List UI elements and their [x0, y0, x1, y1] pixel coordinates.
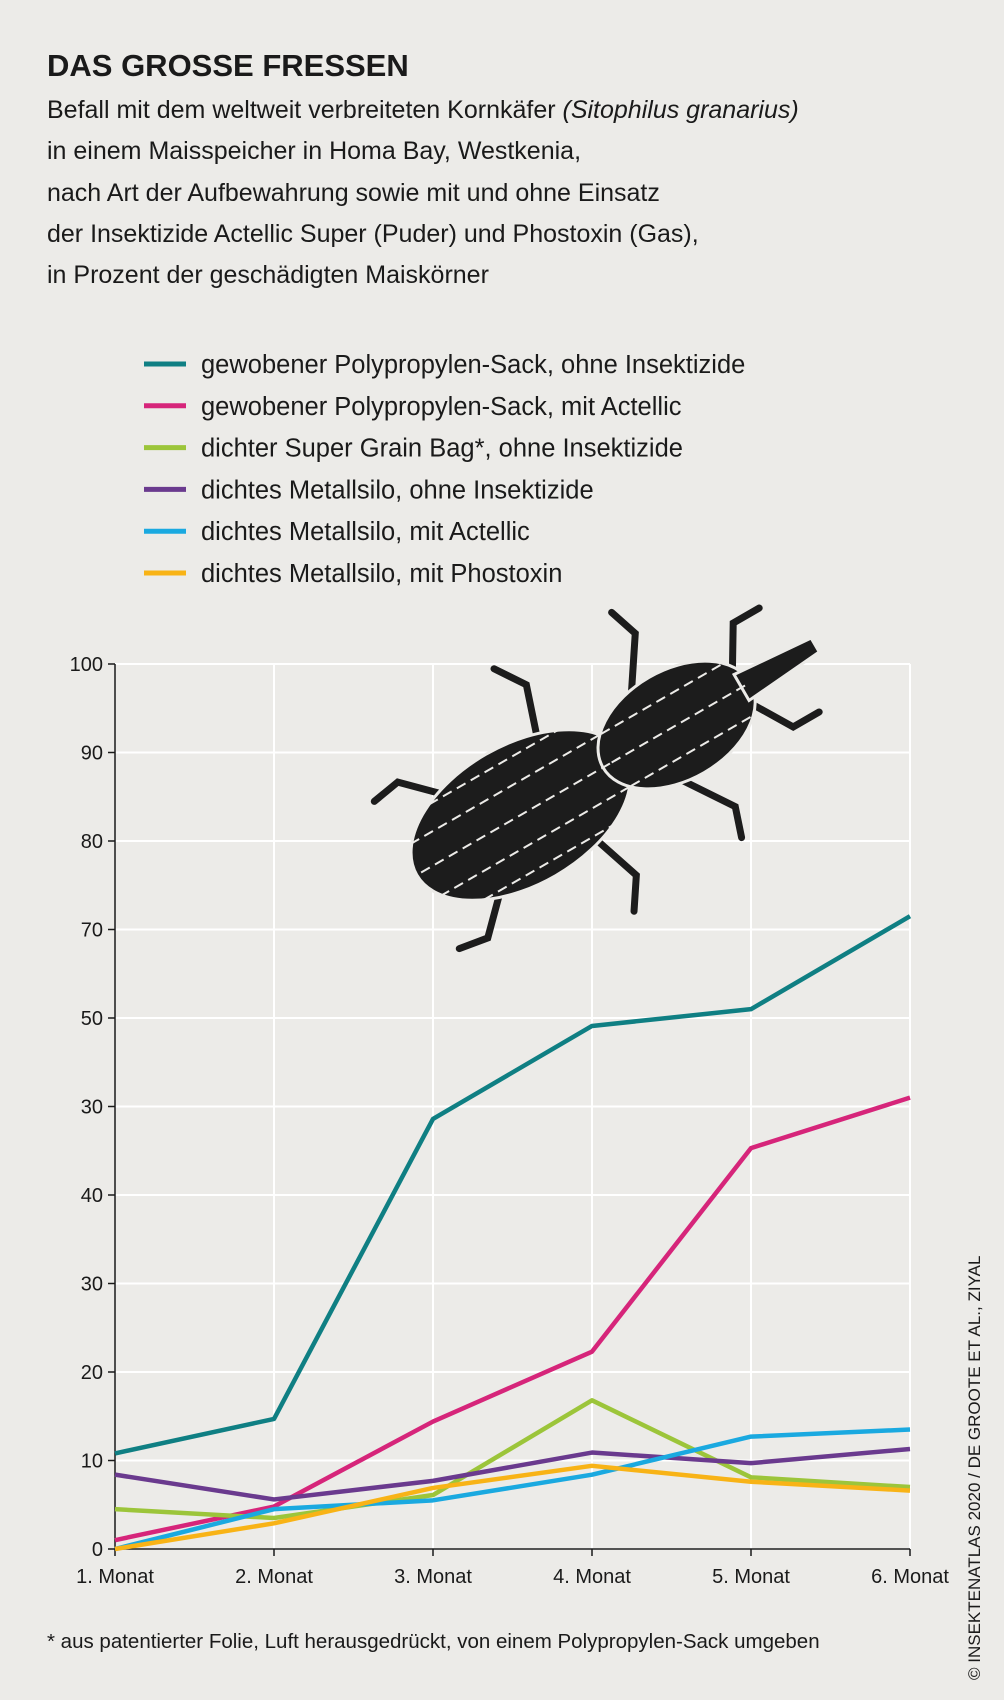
y-tick-label: 30 [81, 1097, 103, 1119]
y-tick-label: 20 [81, 1362, 103, 1384]
legend-label: gewobener Polypropylen-Sack, mit Actelli… [201, 393, 682, 421]
series-line [114, 1095, 911, 1543]
legend-label: dichter Super Grain Bag*, ohne Insektizi… [201, 435, 683, 463]
subtitle-italic: (Sitophilus granarius) [563, 96, 799, 124]
x-tick-label: 3. Monat [394, 1566, 472, 1588]
legend-label: gewobener Polypropylen-Sack, ohne Insekt… [201, 351, 745, 379]
subtitle: Befall mit dem weltweit verbreiteten Kor… [47, 96, 799, 124]
y-tick-label: 0 [92, 1539, 103, 1561]
y-tick-label: 30 [81, 1274, 103, 1296]
y-tick-label: 10 [81, 1451, 103, 1473]
legend-label: dichtes Metallsilo, mit Phostoxin [201, 560, 562, 588]
subtitle-line: in Prozent der geschädigten Maiskörner [47, 261, 489, 289]
footnote: * aus patentierter Folie, Luft herausged… [47, 1630, 820, 1653]
legend-label: dichtes Metallsilo, mit Actellic [201, 518, 530, 546]
y-tick-label: 50 [81, 1008, 103, 1030]
x-tick-label: 6. Monat [871, 1566, 949, 1588]
series-line [114, 1463, 911, 1552]
subtitle-line: der Insektizide Actellic Super (Puder) u… [47, 220, 699, 248]
y-tick-label: 40 [81, 1185, 103, 1207]
x-tick-label: 4. Monat [553, 1566, 631, 1588]
subtitle-line: in einem Maisspeicher in Homa Bay, Westk… [47, 137, 581, 165]
credit: © INSEKTENATLAS 2020 / DE GROOTE ET AL.,… [965, 1256, 984, 1680]
subtitle-line: Befall mit dem weltweit verbreiteten Kor… [47, 96, 556, 124]
y-tick-label: 70 [81, 920, 103, 942]
legend-label: dichtes Metallsilo, ohne Insektizide [201, 476, 594, 504]
x-tick-label: 2. Monat [235, 1566, 313, 1588]
subtitle-line: nach Art der Aufbewahrung sowie mit und … [47, 179, 660, 207]
beetle [370, 604, 823, 953]
series-line [114, 1446, 911, 1502]
series-line [114, 914, 912, 1456]
plot: 0 10 20 30 40 30 50 70 80 90 100 1. Monat 2. Monat 3.… [70, 654, 950, 1588]
chart-title: DAS GROSSE FRESSEN [47, 48, 409, 83]
y-tick-label: 90 [81, 743, 103, 765]
y-tick-label: 100 [70, 654, 103, 676]
x-tick-label: 1. Monat [76, 1566, 154, 1588]
x-tick-label: 5. Monat [712, 1566, 790, 1588]
series-line [114, 1427, 911, 1552]
y-tick-label: 80 [81, 831, 103, 853]
